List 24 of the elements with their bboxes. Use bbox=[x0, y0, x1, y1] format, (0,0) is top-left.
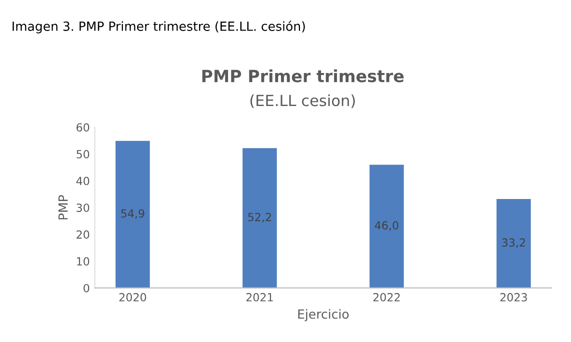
y-tick-label: 60 bbox=[76, 123, 90, 132]
x-axis-title: Ejercicio bbox=[298, 309, 349, 322]
bar bbox=[370, 164, 404, 288]
y-tick-label: 30 bbox=[76, 204, 90, 212]
chart-subtitle: (EE.LL cesion) bbox=[250, 94, 355, 108]
data-label: 54,9 bbox=[121, 209, 144, 219]
data-label: 33,2 bbox=[502, 238, 525, 248]
bar bbox=[116, 140, 150, 288]
y-tick-label: 20 bbox=[76, 230, 90, 239]
data-label: 52,2 bbox=[248, 212, 271, 222]
x-tick-label: 2023 bbox=[500, 293, 527, 302]
text: Imagen 3. PMP Primer trimestre (EE.LL. cesión) bbox=[12, 20, 305, 34]
chart-title: PMP Primer trimestre bbox=[202, 69, 404, 82]
bar bbox=[242, 148, 277, 288]
x-tick-label: 2020 bbox=[119, 293, 146, 302]
y-axis-title: PMP bbox=[58, 195, 68, 220]
y-tick-label: 0 bbox=[84, 284, 90, 292]
bar bbox=[496, 199, 531, 288]
y-tick-label: 40 bbox=[76, 176, 90, 186]
x-tick-label: 2021 bbox=[246, 293, 273, 302]
y-tick-label: 50 bbox=[76, 150, 90, 158]
y-tick-label: 10 bbox=[77, 257, 90, 266]
x-tick-label: 2022 bbox=[373, 293, 400, 302]
data-label: 46,0 bbox=[374, 221, 398, 231]
